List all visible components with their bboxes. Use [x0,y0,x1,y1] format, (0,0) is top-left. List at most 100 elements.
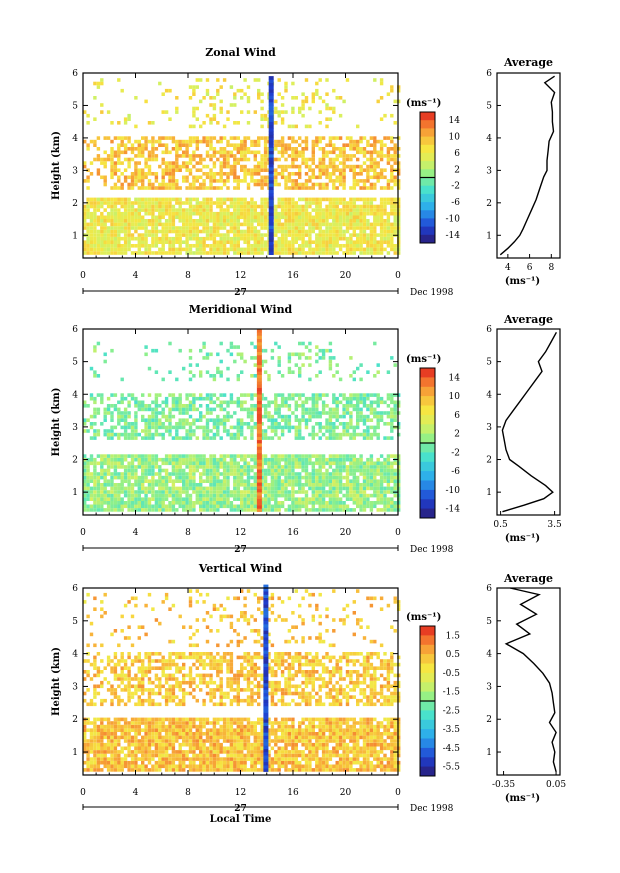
heatmap-cell [250,356,254,360]
heatmap-cell [318,429,322,433]
heatmap-cell [209,154,213,158]
heatmap-cell [96,85,101,89]
heatmap-cell [291,486,295,491]
heatmap-cell [178,486,182,491]
heatmap-cell [393,215,397,220]
heatmap-cell [277,363,281,367]
heatmap-cell [301,186,305,190]
heatmap-cell [236,236,240,241]
heatmap-cell [390,85,394,89]
heatmap-cell [236,179,240,183]
heatmap-cell [212,454,217,458]
heatmap-cell [106,154,111,158]
heatmap-cell [356,425,360,430]
heatmap-cell [356,407,360,412]
heatmap-cell [83,211,87,216]
heatmap-cell [93,497,97,501]
heatmap-cell [199,229,203,234]
heatmap-cell [147,393,152,397]
heatmap-cell [154,197,159,202]
heatmap-cell [219,457,223,462]
heatmap-cell [127,479,131,483]
heatmap-cell [263,486,268,491]
heatmap-cell [362,211,367,216]
heatmap-cell [216,92,220,96]
heatmap-cell [267,472,271,476]
heatmap-cell [161,247,165,252]
heatmap-cell [373,172,377,176]
heatmap-cell [226,222,230,227]
heatmap-cell [161,432,165,437]
heatmap-cell [274,472,278,476]
heatmap-cell [219,147,223,151]
heatmap-cell [369,432,374,437]
heatmap-cell [397,404,401,408]
heatmap-cell [243,240,247,244]
heatmap-cell [250,208,254,212]
heatmap-cell [212,425,217,430]
heatmap-cell [270,348,275,353]
heatmap-cell [243,461,247,466]
heatmap-cell [209,244,213,248]
heatmap-cell [205,422,210,426]
heatmap-cell [188,233,193,237]
heatmap-cell [356,404,360,408]
heatmap-cell [287,136,292,140]
heatmap-cell [110,240,114,244]
heatmap-cell [328,172,333,176]
heatmap-cell [83,161,87,165]
heatmap-cell [192,407,196,412]
heatmap-cell [246,508,251,512]
heatmap-cell [134,197,138,202]
heatmap-cell [243,483,247,487]
heatmap-cell [141,508,145,512]
heatmap-cell [362,229,367,234]
heatmap-cell [349,393,353,397]
heatmap-cell [154,493,159,498]
heatmap-cell [202,251,206,255]
heatmap-cell [130,143,135,147]
heatmap-cell [311,483,315,487]
heatmap-cell [298,352,302,357]
heatmap-cell [332,425,336,430]
heatmap-cell [233,157,237,162]
heatmap-cell [335,219,339,223]
heatmap-cell [318,490,322,494]
heatmap-cell [175,233,179,237]
heatmap-cell [253,236,257,241]
heatmap-cell [352,251,356,255]
feature-cell [268,225,274,229]
heatmap-cell [294,139,298,144]
heatmap-cell [274,457,278,462]
heatmap-cell [250,215,254,220]
colorbar-swatch [420,433,435,444]
heatmap-cell [359,407,363,412]
heatmap-cell [349,457,353,462]
heatmap-cell [250,483,254,487]
heatmap-cell [86,429,90,433]
heatmap-cell [390,175,394,180]
heatmap-cell [171,236,176,241]
heatmap-cell [144,436,148,440]
heatmap-cell [127,436,131,440]
heatmap-cell [219,240,223,244]
heatmap-cell [390,247,394,252]
heatmap-cell [199,414,203,419]
heatmap-cell [96,504,101,509]
heatmap-cell [222,504,227,509]
heatmap-cell [250,407,254,412]
colorbar-swatch [420,377,435,388]
heatmap-cell [280,472,285,476]
heatmap-cell [141,404,145,408]
heatmap-cell [304,164,309,169]
heatmap-cell [318,219,322,223]
heatmap-cell [192,768,196,772]
heatmap-cell [311,172,315,176]
heatmap-cell [274,157,278,162]
heatmap-cell [168,172,172,176]
heatmap-cell [260,222,264,227]
heatmap-cell [352,182,356,187]
heatmap-cell [188,182,193,187]
heatmap-cell [192,154,196,158]
heatmap-cell [308,226,312,230]
